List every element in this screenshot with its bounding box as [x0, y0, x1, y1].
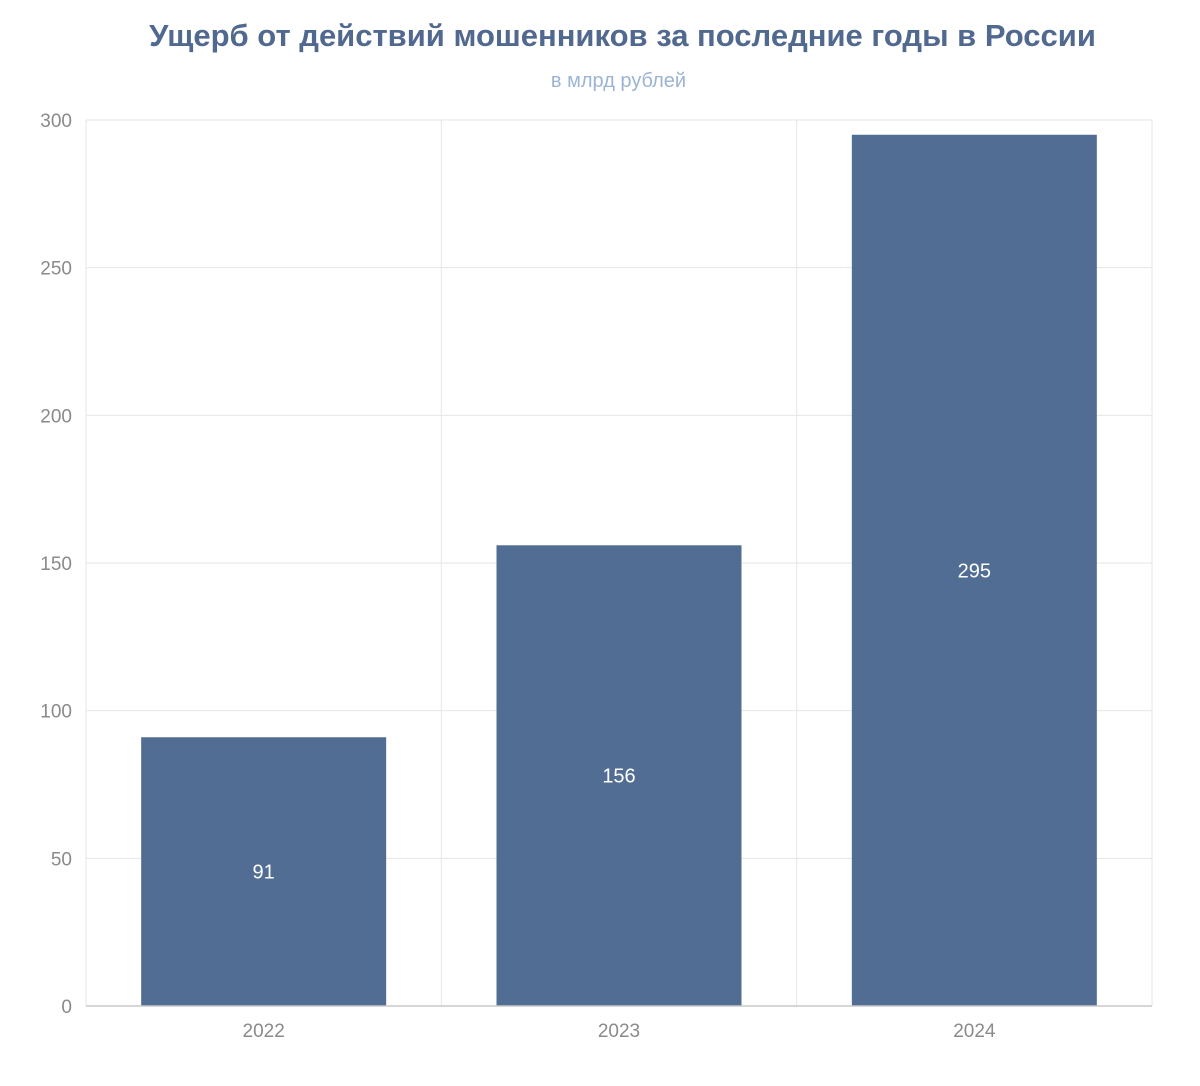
x-tick-label-2024: 2024 — [953, 1021, 996, 1042]
y-tick-label: 100 — [40, 702, 72, 723]
bar-2023 — [496, 545, 742, 1006]
y-tick-label: 50 — [51, 849, 72, 870]
data-label-2023: 156 — [602, 766, 635, 788]
data-label-2024: 295 — [958, 560, 991, 582]
y-tick-label: 200 — [40, 406, 72, 427]
bar-2024 — [851, 134, 1097, 1006]
axis-layer: 0 50 100 150 200 250 300 2022 2023 2024 — [40, 111, 1152, 1042]
y-tick-label: 300 — [40, 111, 72, 132]
bar-2022 — [141, 737, 387, 1006]
y-tick-label: 0 — [61, 997, 72, 1018]
x-tick-label-2022: 2022 — [243, 1021, 285, 1042]
chart-title: Ущерб от действий мошенников за последни… — [149, 18, 1096, 53]
bars-layer — [141, 134, 1097, 1006]
chart-subtitle: в млрд рублей — [550, 70, 687, 92]
y-tick-label: 150 — [40, 554, 72, 575]
data-label-2022: 91 — [253, 862, 275, 884]
y-tick-label: 250 — [40, 259, 72, 280]
labels-layer: 91 156 295 — [253, 560, 991, 883]
x-tick-label-2023: 2023 — [598, 1021, 640, 1042]
